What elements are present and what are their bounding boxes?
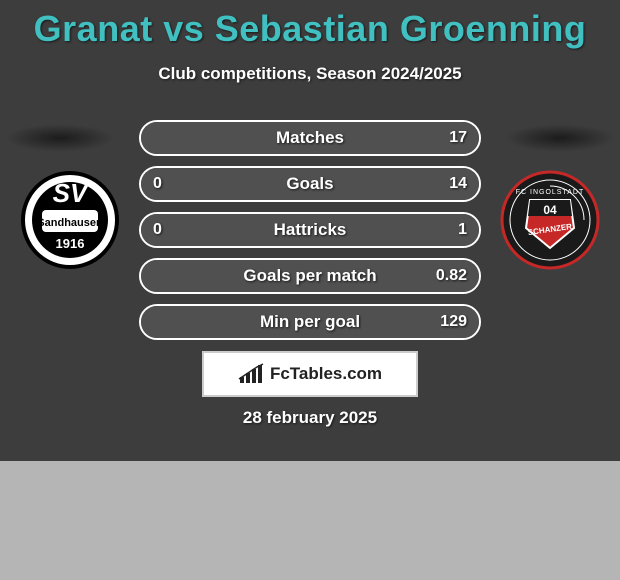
date-text: 28 february 2025: [0, 408, 620, 428]
stat-row: 0 Hattricks 1: [139, 212, 481, 248]
stat-label: Matches: [141, 122, 479, 154]
stat-label: Goals: [141, 168, 479, 200]
stat-value-right: 17: [449, 122, 467, 154]
page-subtitle: Club competitions, Season 2024/2025: [0, 64, 620, 84]
stats-card: Granat vs Sebastian Groenning Club compe…: [0, 0, 620, 461]
brand-box: FcTables.com: [202, 351, 418, 397]
stat-label: Min per goal: [141, 306, 479, 338]
stat-value-right: 0.82: [436, 260, 467, 292]
stat-value-right: 129: [440, 306, 467, 338]
stat-value-right: 14: [449, 168, 467, 200]
stat-label: Hattricks: [141, 214, 479, 246]
stat-row: Matches 17: [139, 120, 481, 156]
stat-rows: Matches 17 0 Goals 14 0 Hattricks 1 Goal…: [0, 120, 620, 350]
stat-label: Goals per match: [141, 260, 479, 292]
stat-value-right: 1: [458, 214, 467, 246]
bar-chart-icon: [238, 363, 264, 385]
brand-text: FcTables.com: [270, 364, 382, 384]
stat-row: Goals per match 0.82: [139, 258, 481, 294]
page-title: Granat vs Sebastian Groenning: [0, 0, 620, 50]
stat-row: 0 Goals 14: [139, 166, 481, 202]
stat-row: Min per goal 129: [139, 304, 481, 340]
